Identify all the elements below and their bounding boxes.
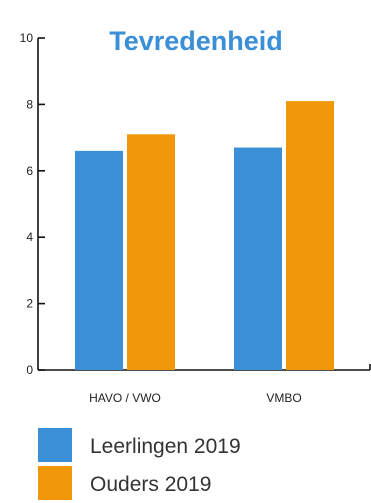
bar bbox=[75, 150, 123, 370]
y-tick-label: 2 bbox=[26, 297, 33, 311]
bar bbox=[286, 101, 334, 370]
y-tick-label: 4 bbox=[26, 230, 33, 244]
bars bbox=[75, 101, 334, 370]
category-labels: HAVO / VWO VMBO bbox=[89, 391, 302, 405]
y-axis: 0 2 4 6 8 10 bbox=[20, 31, 45, 377]
legend-label: Leerlingen 2019 bbox=[90, 435, 241, 458]
y-tick-label: 8 bbox=[26, 97, 33, 111]
bar bbox=[234, 147, 282, 370]
y-tick-label: 10 bbox=[20, 31, 34, 45]
y-tick-label: 0 bbox=[26, 363, 33, 377]
y-tick-label: 6 bbox=[26, 164, 33, 178]
legend-label: Ouders 2019 bbox=[90, 473, 211, 496]
x-tick-label: HAVO / VWO bbox=[89, 391, 161, 405]
legend: Leerlingen 2019 Ouders 2019 bbox=[38, 428, 241, 500]
bar bbox=[127, 134, 175, 370]
legend-swatch bbox=[38, 428, 72, 462]
x-tick-label: VMBO bbox=[266, 391, 301, 405]
chart-title: Tevredenheid bbox=[109, 26, 283, 56]
legend-swatch bbox=[38, 466, 72, 500]
